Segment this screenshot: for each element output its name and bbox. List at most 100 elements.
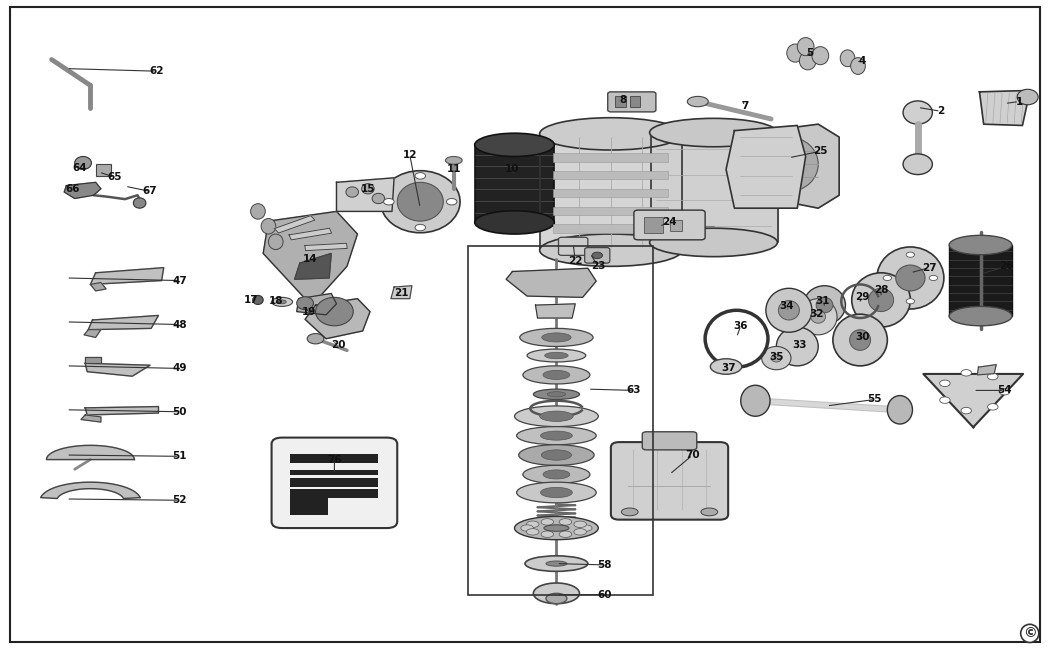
Text: 55: 55 [867,395,882,404]
Ellipse shape [940,380,950,387]
Bar [949,245,1012,316]
Ellipse shape [546,561,567,566]
Ellipse shape [877,247,944,309]
Ellipse shape [759,137,818,191]
Bar [291,491,328,515]
Text: 49: 49 [172,363,187,373]
Ellipse shape [75,156,91,169]
Polygon shape [506,268,596,297]
Ellipse shape [251,204,266,219]
Text: 64: 64 [72,163,87,173]
Polygon shape [297,293,336,315]
Ellipse shape [415,173,425,179]
Polygon shape [81,415,101,422]
Bar [630,96,640,107]
Polygon shape [923,374,1023,427]
Ellipse shape [988,404,999,410]
Ellipse shape [949,306,1012,326]
Ellipse shape [903,154,932,175]
Text: 35: 35 [769,352,783,361]
Ellipse shape [380,171,460,233]
Text: 66: 66 [65,184,80,194]
Ellipse shape [345,187,358,197]
Ellipse shape [560,531,572,537]
Ellipse shape [446,199,457,205]
Ellipse shape [1000,389,1010,395]
Ellipse shape [514,517,598,540]
Polygon shape [726,125,805,208]
Ellipse shape [740,386,770,416]
Ellipse shape [560,519,572,525]
Polygon shape [90,282,106,291]
Ellipse shape [883,275,891,280]
Ellipse shape [711,359,741,374]
Text: 15: 15 [360,184,375,194]
Text: 58: 58 [597,560,612,570]
Polygon shape [88,315,159,330]
Ellipse shape [278,300,287,304]
Ellipse shape [445,156,462,164]
Polygon shape [540,134,682,250]
Text: 1: 1 [1015,97,1023,106]
Polygon shape [90,267,164,284]
Text: 33: 33 [792,340,806,350]
Ellipse shape [540,411,573,421]
Bar [553,225,669,233]
Text: 12: 12 [402,150,417,160]
Text: 60: 60 [597,590,612,600]
Polygon shape [651,132,778,243]
Text: 62: 62 [149,66,164,76]
Ellipse shape [523,465,590,484]
Ellipse shape [544,525,569,532]
Text: 50: 50 [172,407,187,417]
Bar [628,486,712,487]
Text: 54: 54 [998,386,1012,395]
Ellipse shape [833,314,887,366]
Text: 52: 52 [172,495,187,506]
Bar [468,246,653,594]
Text: 48: 48 [172,319,187,330]
Ellipse shape [545,352,568,359]
Ellipse shape [316,297,353,326]
Ellipse shape [541,487,572,498]
Bar [670,221,682,231]
Ellipse shape [961,369,971,376]
Ellipse shape [540,234,682,266]
Ellipse shape [778,300,799,320]
Bar [291,489,378,498]
Bar [291,466,378,475]
Polygon shape [84,330,101,337]
Polygon shape [980,91,1028,125]
Ellipse shape [526,529,539,535]
Polygon shape [274,215,315,233]
Ellipse shape [521,525,533,532]
FancyBboxPatch shape [634,210,706,240]
Ellipse shape [592,252,603,258]
FancyBboxPatch shape [611,442,728,520]
Polygon shape [264,212,357,299]
Polygon shape [85,406,159,415]
Text: 29: 29 [855,292,869,302]
Ellipse shape [812,47,828,65]
Ellipse shape [533,389,580,400]
Polygon shape [85,357,101,363]
Text: 76: 76 [328,455,341,465]
Ellipse shape [816,297,833,313]
Ellipse shape [542,450,571,460]
Ellipse shape [574,529,586,535]
Ellipse shape [906,252,915,257]
Text: 2: 2 [937,106,944,116]
Polygon shape [304,243,348,251]
Ellipse shape [514,406,598,426]
Ellipse shape [906,299,915,304]
Ellipse shape [761,347,791,370]
Bar [615,96,626,107]
Text: 34: 34 [779,301,794,312]
Polygon shape [85,363,150,376]
Text: 65: 65 [107,172,122,182]
Text: 47: 47 [172,276,187,286]
Ellipse shape [940,397,950,403]
Bar [291,454,378,463]
Text: 36: 36 [734,321,748,331]
Ellipse shape [475,133,554,156]
